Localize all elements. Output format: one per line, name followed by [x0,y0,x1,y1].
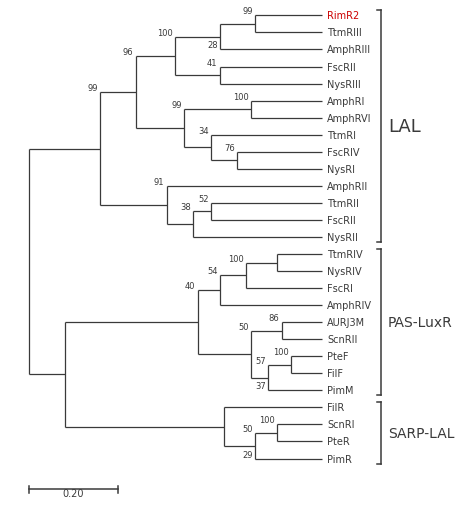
Text: NysRIV: NysRIV [327,267,362,276]
Text: 99: 99 [242,8,253,16]
Text: 100: 100 [273,348,288,356]
Text: NysRIII: NysRIII [327,79,361,90]
Text: 50: 50 [242,424,253,433]
Text: TtmRIII: TtmRIII [327,29,362,38]
Text: PimM: PimM [327,386,354,395]
Text: 100: 100 [228,254,244,263]
Text: AmphRI: AmphRI [327,96,365,106]
Text: 86: 86 [269,314,280,323]
Text: NysRII: NysRII [327,233,358,242]
Text: SARP-LAL: SARP-LAL [388,426,455,440]
Text: 34: 34 [198,126,209,135]
Text: AmphRIV: AmphRIV [327,300,372,310]
Text: 28: 28 [207,41,218,50]
Text: 40: 40 [185,281,195,291]
Text: 50: 50 [238,322,248,331]
Text: TtmRIV: TtmRIV [327,249,363,260]
Text: 100: 100 [157,29,173,38]
Text: FscRI: FscRI [327,284,353,294]
Text: FscRIV: FscRIV [327,148,359,157]
Text: PteF: PteF [327,352,348,361]
Text: PAS-LuxR: PAS-LuxR [388,316,453,329]
Text: 99: 99 [88,84,98,93]
Text: ScnRII: ScnRII [327,334,357,345]
Text: 100: 100 [233,93,248,101]
Text: FscRII: FscRII [327,215,356,225]
Text: 41: 41 [207,59,218,67]
Text: FscRII: FscRII [327,63,356,72]
Text: AURJ3M: AURJ3M [327,318,365,327]
Text: AmphRII: AmphRII [327,182,368,191]
Text: 52: 52 [198,194,209,204]
Text: FilF: FilF [327,369,343,379]
Text: 57: 57 [255,356,266,365]
Text: 54: 54 [207,267,218,276]
Text: TtmRI: TtmRI [327,130,356,140]
Text: 38: 38 [180,203,191,212]
Text: 96: 96 [123,48,133,57]
Text: RimR2: RimR2 [327,11,359,21]
Text: 91: 91 [154,178,164,186]
Text: NysRI: NysRI [327,164,355,175]
Text: 0.20: 0.20 [63,488,84,498]
Text: LAL: LAL [388,118,421,136]
Text: 100: 100 [259,416,275,425]
Text: 99: 99 [172,101,182,110]
Text: 29: 29 [242,449,253,459]
Text: AmphRIII: AmphRIII [327,45,371,55]
Text: PimR: PimR [327,454,352,464]
Text: PteR: PteR [327,437,350,446]
Text: 37: 37 [255,382,266,390]
Text: AmphRVI: AmphRVI [327,114,372,123]
Text: FilR: FilR [327,403,344,413]
Text: TtmRII: TtmRII [327,199,359,209]
Text: ScnRI: ScnRI [327,419,355,430]
Text: 76: 76 [225,144,235,153]
